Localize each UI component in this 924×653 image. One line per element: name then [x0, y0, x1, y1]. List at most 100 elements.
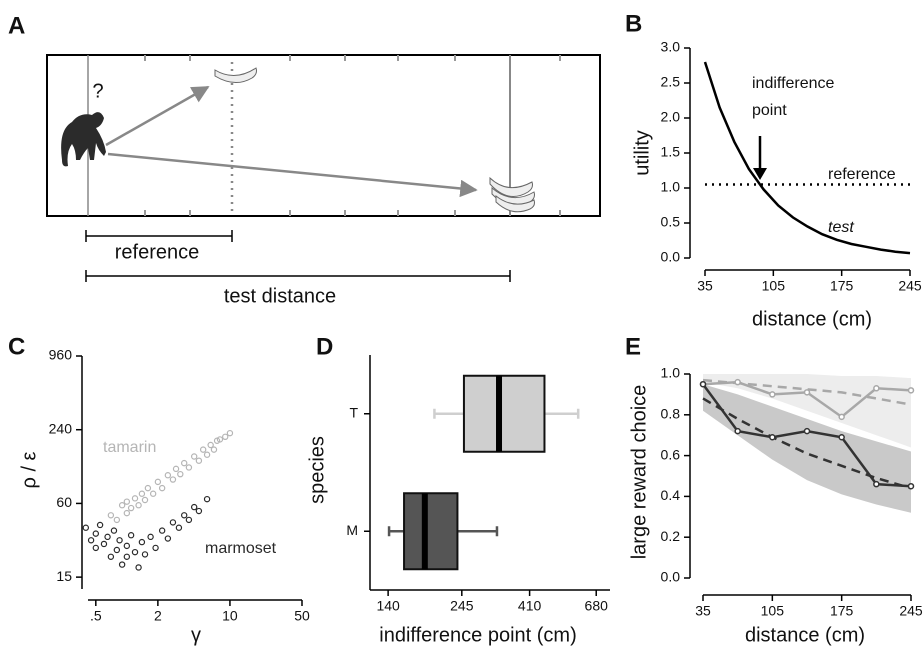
annotation-arrowhead — [753, 168, 767, 180]
y-axis-label: utility — [631, 130, 653, 176]
x-axis-label: γ — [191, 624, 201, 646]
y-axis-label: species — [306, 436, 328, 504]
point — [154, 478, 162, 486]
point — [203, 451, 211, 458]
line — [703, 61, 911, 255]
panel-label: E — [625, 333, 641, 360]
panel-label: D — [316, 333, 333, 360]
point — [734, 378, 741, 386]
point — [769, 433, 776, 441]
x-tick-label: 105 — [762, 278, 786, 294]
point — [203, 495, 211, 503]
y-axis-label: large reward choice — [628, 385, 650, 560]
point — [144, 484, 152, 492]
point — [131, 495, 139, 502]
box — [462, 374, 546, 453]
point — [164, 472, 172, 479]
point — [216, 436, 224, 443]
chart: E 35 105 175 245 0.0 0.2 0.4 0.6 0.8 1.0 distance (… — [625, 333, 923, 646]
point — [107, 512, 115, 519]
y-tick-label: 240 — [49, 420, 73, 436]
point — [177, 470, 184, 478]
point — [190, 453, 198, 460]
question-mark: ? — [92, 80, 103, 102]
x-tick-label: 175 — [830, 278, 854, 294]
point — [158, 484, 166, 492]
y-tick-label: 1.0 — [661, 365, 681, 381]
x-tick-label: 2 — [154, 608, 162, 624]
y-tick-label: 0.2 — [661, 528, 681, 544]
point — [185, 464, 193, 471]
point — [803, 427, 811, 435]
point — [135, 564, 142, 571]
point — [207, 441, 214, 449]
series-label: test — [828, 219, 854, 236]
y-tick-label: 1.5 — [661, 144, 681, 160]
y-tick-label: 0.5 — [661, 214, 681, 230]
arrow — [105, 85, 210, 147]
point — [116, 537, 123, 544]
y-tick-label: T — [349, 404, 358, 420]
y-axis-label: ρ / ε — [18, 451, 40, 488]
point — [149, 490, 157, 497]
point — [226, 429, 234, 437]
test-bracket — [85, 270, 511, 282]
point — [110, 527, 118, 534]
y-tick-label: 0.4 — [661, 487, 681, 503]
y-tick-label: 0.0 — [661, 569, 681, 585]
test-distance-label: test distance — [224, 285, 336, 307]
point — [169, 519, 177, 526]
point — [127, 504, 135, 512]
x-tick-label: 105 — [761, 603, 785, 619]
point — [164, 535, 172, 542]
y-tick-label: 960 — [49, 347, 73, 363]
point — [104, 533, 111, 541]
diagram: A ? reference test distance — [8, 12, 601, 307]
arrow — [107, 152, 478, 198]
series-label: tamarin — [103, 439, 156, 456]
annotation: indifference — [752, 75, 835, 92]
point — [118, 561, 126, 568]
x-tick-label: 680 — [585, 598, 609, 614]
y-tick-label: 0.0 — [661, 249, 681, 265]
point — [185, 516, 193, 524]
point — [87, 537, 95, 544]
point — [92, 530, 100, 537]
y-tick-label: 2.5 — [661, 74, 681, 90]
point — [180, 512, 188, 519]
point — [123, 553, 131, 560]
point — [113, 516, 121, 524]
point — [100, 540, 108, 548]
arena-ticks — [144, 55, 561, 216]
point — [123, 509, 131, 517]
point — [222, 433, 229, 441]
annotation: point — [752, 102, 787, 119]
reference-label: reference — [115, 241, 200, 263]
point — [907, 482, 915, 490]
y-tick-label: 0.8 — [661, 406, 681, 422]
point — [699, 380, 707, 388]
x-axis-label: indifference point (cm) — [379, 624, 577, 646]
reference-bracket — [85, 230, 233, 242]
point — [113, 546, 121, 554]
banana — [214, 67, 257, 83]
point — [172, 465, 180, 473]
y-tick-label: M — [346, 522, 358, 538]
point — [107, 553, 115, 560]
x-tick-label: .5 — [90, 608, 102, 624]
x-tick-label: 10 — [222, 608, 238, 624]
point — [131, 548, 139, 556]
x-tick-label: 35 — [697, 278, 713, 294]
chart: B 35 105 175 245 0.0 0.5 1.0 1.5 2.0 2.5 3.0 distanc… — [625, 10, 922, 330]
point — [195, 457, 203, 464]
point — [838, 413, 845, 421]
banana — [489, 176, 533, 197]
x-tick-label: 245 — [450, 598, 474, 614]
x-axis-label: distance (cm) — [745, 624, 865, 646]
point — [118, 502, 126, 509]
point — [734, 427, 741, 435]
chart: D 140 245 410 680 indifference point (cm) spec… — [306, 333, 610, 646]
point — [135, 502, 142, 509]
x-tick-label: 410 — [518, 598, 542, 614]
